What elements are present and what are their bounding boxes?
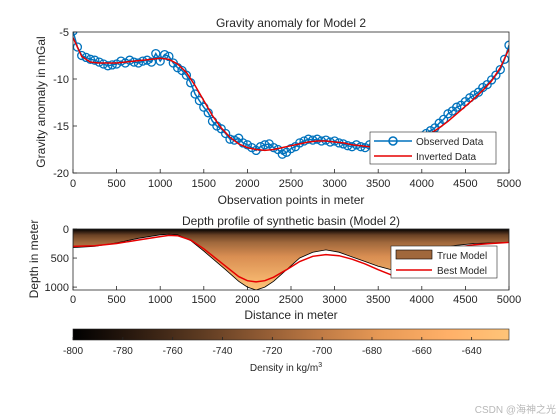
- depth-axes-box: [72, 228, 510, 291]
- observed-data-point: [151, 48, 161, 59]
- gravity-legend: Observed Data Inverted Data: [369, 131, 497, 165]
- density-colorbar: -800 -780 -760 -740 -720 -700 -680 -660 -640 Den…: [63, 328, 510, 374]
- gravity-x-tick-label: 2000: [235, 178, 259, 190]
- depth-x-tick-label: 500: [107, 294, 125, 306]
- depth-x-tick-label: 1000: [148, 294, 172, 306]
- depth-chart-title: Depth profile of synthetic basin (Model …: [182, 214, 400, 228]
- gravity-x-tick-label: 3000: [322, 178, 346, 190]
- observed-data-point: [268, 142, 279, 153]
- colorbar-tick-label: -660: [412, 346, 432, 357]
- inverted-data-line: [73, 37, 509, 152]
- watermark: CSDN @海神之光: [474, 405, 556, 416]
- gravity-axes-box: [72, 31, 510, 174]
- gravity-x-tick-label: 3500: [366, 178, 390, 190]
- observed-data-point: [438, 114, 449, 125]
- gravity-x-tick-label: 5000: [497, 178, 521, 190]
- gravity-y-tick-label: -10: [53, 74, 69, 86]
- observed-data-point: [190, 89, 200, 99]
- colorbar-tick-label: -700: [312, 346, 332, 357]
- gravity-x-tick-label: 2500: [279, 178, 303, 190]
- observed-data-point: [225, 134, 235, 144]
- observed-data-point: [308, 135, 318, 145]
- observed-data-point: [98, 59, 109, 69]
- gravity-chart: Gravity anomaly for Model 2 0 500 1000 1500…: [34, 16, 521, 207]
- depth-x-label: Distance in meter: [244, 308, 337, 322]
- observed-data-point: [495, 64, 505, 75]
- observed-data-point: [299, 136, 309, 146]
- gravity-x-tick-label: 4500: [453, 178, 477, 190]
- colorbar-tick-label: -680: [362, 346, 382, 357]
- gravity-y-tick-label: -15: [53, 121, 69, 133]
- depth-y-label: Depth in meter: [27, 220, 41, 299]
- depth-x-tick-label: 3000: [322, 294, 346, 306]
- depth-x-tick-label: 4000: [410, 294, 434, 306]
- depth-legend: True Model Best Model: [390, 245, 498, 279]
- observed-data-point: [452, 102, 462, 112]
- colorbar-gradient: [72, 328, 510, 341]
- observed-data-point: [77, 50, 87, 61]
- observed-data-point: [116, 56, 126, 66]
- gravity-y-tick-label: -5: [59, 27, 69, 39]
- observed-data-point: [303, 134, 314, 144]
- observed-data-point: [260, 140, 270, 150]
- observed-data-point: [347, 142, 357, 152]
- observed-data-point: [146, 57, 157, 67]
- observed-data-point: [321, 135, 331, 145]
- depth-y-tick-label: 1000: [45, 282, 69, 294]
- colorbar-tick-label: -780: [113, 346, 133, 357]
- depth-x-tick-label: 1500: [192, 294, 216, 306]
- depth-y-tick-label: 0: [63, 224, 69, 236]
- depth-y-tick-label: 500: [51, 253, 69, 265]
- depth-x-tick-label: 2000: [235, 294, 259, 306]
- depth-x-tick-label: 0: [70, 294, 76, 306]
- depth-x-tick-label: 5000: [497, 294, 521, 306]
- observed-data-point: [286, 143, 296, 154]
- observed-data-point: [125, 55, 135, 65]
- depth-chart: Depth profile of synthetic basin (Model …: [27, 214, 521, 322]
- gravity-x-tick-label: 0: [70, 178, 76, 190]
- legend-true-label: True Model: [437, 251, 487, 262]
- legend-observed-label: Observed Data: [416, 137, 484, 148]
- gravity-x-label: Observation points in meter: [218, 193, 365, 207]
- observed-data-point: [90, 55, 100, 65]
- legend-true-swatch: [395, 249, 433, 260]
- observed-data-point: [103, 61, 113, 71]
- observed-data-point: [277, 149, 287, 159]
- legend-inverted-label: Inverted Data: [416, 152, 476, 163]
- observed-data-point: [164, 51, 174, 62]
- colorbar-tick-label: -640: [462, 346, 482, 357]
- colorbar-tick-label: -740: [212, 346, 232, 357]
- colorbar-tick-label: -760: [163, 346, 183, 357]
- colorbar-label: Density in kg/m3: [250, 362, 322, 374]
- observed-data-point: [343, 141, 353, 151]
- depth-x-tick-label: 2500: [279, 294, 303, 306]
- gravity-y-tick-label: -20: [53, 168, 69, 180]
- observed-data-point: [155, 56, 165, 66]
- depth-x-tick-label: 3500: [366, 294, 390, 306]
- gravity-chart-title: Gravity anomaly for Model 2: [216, 16, 366, 30]
- colorbar-tick-label: -800: [63, 346, 83, 357]
- depth-x-tick-label: 4500: [453, 294, 477, 306]
- gravity-y-label: Gravity anomaly in mGal: [34, 36, 48, 167]
- legend-observed-marker: [388, 136, 398, 146]
- observed-data-point: [133, 58, 144, 68]
- legend-best-label: Best Model: [437, 266, 487, 277]
- gravity-x-tick-label: 4000: [410, 178, 434, 190]
- observed-data-point: [107, 60, 117, 70]
- colorbar-tick-label: -720: [262, 346, 282, 357]
- observed-data-point: [238, 138, 248, 148]
- gravity-x-tick-label: 1500: [192, 178, 216, 190]
- observed-data-point: [491, 70, 501, 80]
- observed-data-point: [312, 134, 322, 144]
- observed-data-point: [504, 40, 509, 50]
- observed-data-point: [220, 128, 231, 139]
- gravity-x-tick-label: 500: [107, 178, 125, 190]
- observed-data-point: [229, 135, 239, 145]
- gravity-x-tick-label: 1000: [148, 178, 172, 190]
- observed-data-point: [181, 70, 192, 80]
